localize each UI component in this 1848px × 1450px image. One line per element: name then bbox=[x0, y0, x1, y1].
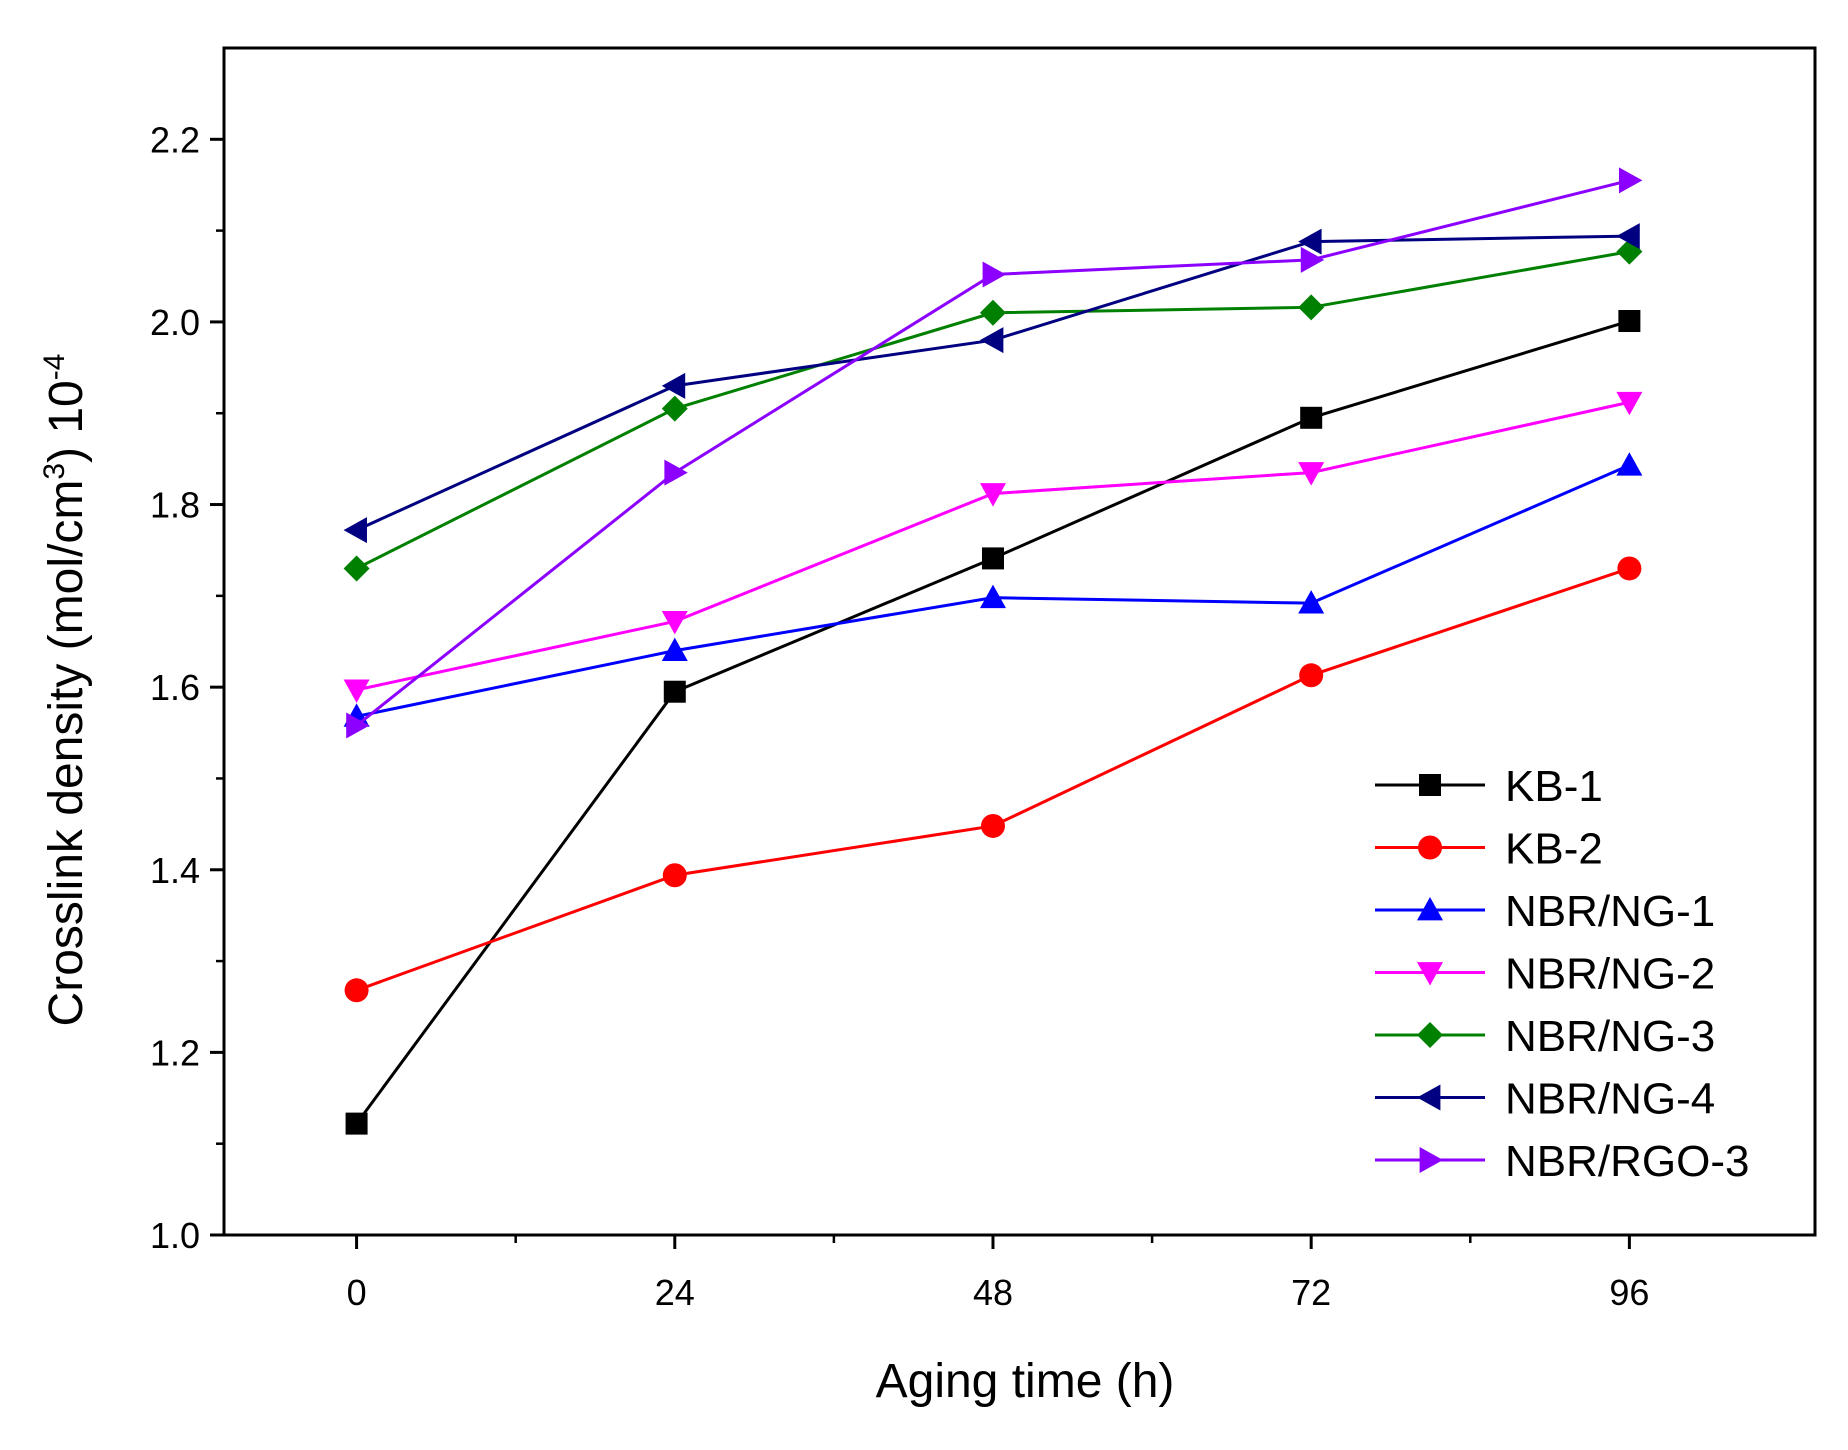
data-point-nbr-ng-4 bbox=[1616, 223, 1640, 250]
x-tick-label: 0 bbox=[347, 1272, 367, 1313]
data-point-nbr-ng-2 bbox=[343, 679, 370, 703]
legend-label-nbr-ng-4: NBR/NG-4 bbox=[1505, 1075, 1715, 1124]
legend-marker-nbr-ng-1 bbox=[1417, 897, 1443, 921]
series-line-nbr-ng-2 bbox=[356, 400, 1630, 692]
data-point-kb-2 bbox=[1617, 556, 1642, 581]
legend-label-kb-2: KB-2 bbox=[1505, 825, 1603, 874]
series-nbr-ng-4 bbox=[343, 223, 1640, 544]
data-point-nbr-ng-3 bbox=[343, 555, 370, 582]
data-point-kb-2 bbox=[344, 978, 369, 1003]
data-point-nbr-rgo-3 bbox=[1300, 246, 1325, 273]
y-tick-label: 1.0 bbox=[150, 1215, 200, 1256]
x-tick-label: 96 bbox=[1609, 1272, 1649, 1313]
legend-label-kb-1: KB-1 bbox=[1505, 762, 1603, 811]
series-kb-2 bbox=[344, 556, 1642, 1003]
legend-marker-kb-1 bbox=[1419, 774, 1441, 796]
legend-marker-nbr-ng-4 bbox=[1417, 1084, 1441, 1111]
series-line-kb-1 bbox=[355, 319, 1630, 1125]
series-kb-1 bbox=[345, 310, 1641, 1135]
data-point-kb-2 bbox=[980, 813, 1005, 838]
legend-entry-nbr-ng-4: NBR/NG-4 bbox=[1375, 1075, 1715, 1124]
data-point-nbr-ng-4 bbox=[979, 327, 1004, 354]
data-point-nbr-ng-4 bbox=[343, 517, 367, 544]
data-point-kb-1 bbox=[663, 680, 686, 703]
legend-marker-nbr-ng-3 bbox=[1417, 1022, 1443, 1048]
x-tick-label: 48 bbox=[973, 1272, 1013, 1313]
data-point-kb-2 bbox=[1299, 663, 1324, 688]
data-point-nbr-ng-1 bbox=[979, 584, 1006, 609]
data-point-kb-2 bbox=[662, 863, 687, 888]
data-point-nbr-ng-3 bbox=[979, 299, 1006, 326]
series-nbr-ng-2 bbox=[343, 391, 1643, 703]
data-point-nbr-ng-1 bbox=[1616, 452, 1643, 476]
data-point-kb-1 bbox=[345, 1112, 368, 1135]
legend-label-nbr-ng-1: NBR/NG-1 bbox=[1505, 887, 1715, 936]
data-point-nbr-ng-2 bbox=[1298, 462, 1325, 486]
y-tick-label: 1.8 bbox=[150, 485, 200, 526]
y-tick-label: 1.6 bbox=[150, 667, 200, 708]
y-tick-label: 1.2 bbox=[150, 1032, 200, 1073]
legend-marker-kb-2 bbox=[1418, 835, 1442, 860]
data-point-nbr-rgo-3 bbox=[346, 712, 370, 739]
legend-entry-kb-1: KB-1 bbox=[1375, 762, 1603, 811]
legend-label-nbr-ng-2: NBR/NG-2 bbox=[1505, 950, 1715, 999]
series-nbr-rgo-3 bbox=[346, 167, 1643, 739]
data-point-nbr-ng-2 bbox=[979, 483, 1006, 507]
data-point-nbr-ng-4 bbox=[661, 372, 686, 399]
legend-label-nbr-rgo-3: NBR/RGO-3 bbox=[1505, 1137, 1749, 1186]
legend-entry-nbr-ng-3: NBR/NG-3 bbox=[1375, 1012, 1715, 1061]
data-point-nbr-ng-4 bbox=[1298, 228, 1322, 255]
data-point-kb-1 bbox=[981, 547, 1004, 570]
series-line-nbr-ng-3 bbox=[355, 250, 1630, 570]
series-nbr-ng-3 bbox=[343, 238, 1643, 582]
legend-marker-nbr-ng-2 bbox=[1417, 962, 1443, 986]
data-point-nbr-rgo-3 bbox=[664, 459, 688, 486]
data-point-nbr-rgo-3 bbox=[1618, 167, 1643, 194]
data-point-nbr-ng-3 bbox=[661, 395, 688, 422]
y-tick-label: 1.4 bbox=[150, 850, 200, 891]
x-axis-title: Aging time (h) bbox=[876, 1355, 1175, 1408]
data-point-kb-1 bbox=[1618, 310, 1641, 333]
legend-entry-nbr-rgo-3: NBR/RGO-3 bbox=[1375, 1137, 1749, 1186]
data-point-nbr-ng-1 bbox=[661, 637, 688, 662]
data-point-kb-1 bbox=[1300, 406, 1323, 429]
legend-entry-kb-2: KB-2 bbox=[1375, 825, 1603, 874]
data-point-nbr-ng-3 bbox=[1298, 294, 1325, 321]
series-line-nbr-rgo-3 bbox=[355, 178, 1630, 727]
data-point-nbr-ng-1 bbox=[1298, 590, 1325, 614]
x-tick-label: 24 bbox=[655, 1272, 695, 1313]
legend-entry-nbr-ng-2: NBR/NG-2 bbox=[1375, 950, 1715, 999]
data-point-nbr-rgo-3 bbox=[982, 261, 1006, 288]
x-tick-label: 72 bbox=[1291, 1272, 1331, 1313]
plot-area-frame bbox=[222, 46, 1817, 1237]
y-tick-label: 2.0 bbox=[150, 302, 200, 343]
legend-entry-nbr-ng-1: NBR/NG-1 bbox=[1375, 887, 1715, 936]
legend-marker-nbr-rgo-3 bbox=[1419, 1147, 1443, 1173]
legend-label-nbr-ng-3: NBR/NG-3 bbox=[1505, 1012, 1715, 1061]
data-point-nbr-ng-2 bbox=[1616, 391, 1643, 416]
y-axis-title: Crosslink density (mol/cm3) 10-4 bbox=[38, 354, 93, 1027]
y-tick-label: 2.2 bbox=[150, 119, 200, 160]
data-point-nbr-ng-2 bbox=[661, 611, 688, 635]
